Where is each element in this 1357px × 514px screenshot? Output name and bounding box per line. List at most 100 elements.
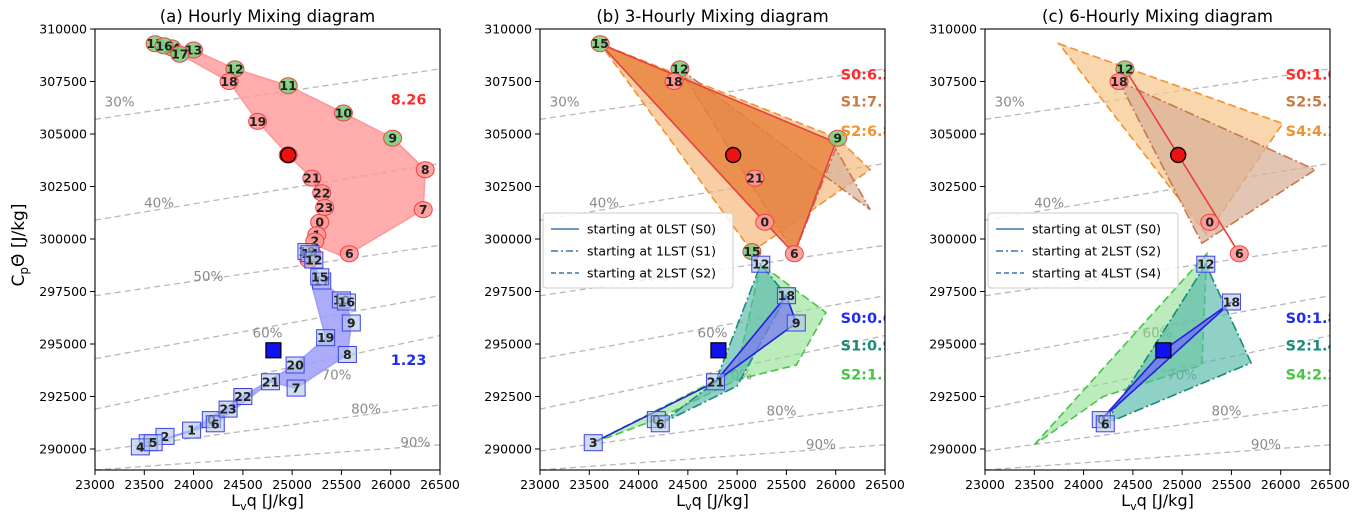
x-tick-label: 26500	[420, 477, 460, 492]
point-label: 16	[155, 38, 173, 53]
point-marker	[143, 434, 163, 452]
point-label: 17	[171, 47, 188, 62]
rh-line	[985, 404, 1330, 452]
x-axis-label: Lvq [J/kg]	[1121, 491, 1194, 513]
rh-line	[540, 444, 885, 470]
y-tick-label: 292500	[39, 389, 87, 404]
point-marker	[337, 346, 357, 363]
point-label: 8	[343, 347, 352, 362]
point-marker	[415, 161, 435, 179]
entrainment-point: 20	[285, 356, 305, 374]
rh-line	[95, 295, 440, 360]
mean-surface-marker	[1169, 146, 1187, 164]
point-marker	[341, 314, 361, 332]
point-marker	[1109, 73, 1129, 90]
point-label: 15	[591, 36, 608, 51]
point-label: 9	[833, 131, 842, 146]
x-axis-label: Lvq [J/kg]	[231, 491, 304, 513]
surface-point: 6	[784, 245, 804, 263]
y-tick-label: 292500	[929, 389, 977, 404]
point-marker	[786, 314, 806, 332]
rh-line	[540, 404, 885, 452]
point-marker	[751, 255, 771, 273]
surface-point: 6	[1229, 245, 1249, 263]
rh-line	[95, 404, 440, 452]
point-label: 6	[656, 416, 665, 431]
y-tick-label: 305000	[929, 127, 977, 142]
y-tick-label: 297500	[484, 284, 532, 299]
x-tick-label: 25500	[767, 477, 807, 492]
x-tick-label: 25000	[1162, 477, 1202, 492]
point-label: 1	[187, 423, 196, 438]
area-annotation: S4:2.26	[1286, 368, 1348, 384]
area-annotation: S0:0.62	[841, 311, 903, 327]
entrainment-point: 6	[1095, 415, 1115, 433]
y-tick-label: 290000	[484, 442, 532, 457]
point-marker	[828, 129, 848, 147]
point-label: 20	[286, 358, 304, 373]
point-marker	[304, 251, 324, 269]
point-label: 4	[136, 439, 145, 454]
point-label: 5	[149, 435, 158, 450]
surface-point: 22	[312, 184, 332, 202]
plot-area: 30%40%50%60%70%80%90%0123456789101112131…	[95, 35, 440, 470]
rh-label: 30%	[105, 95, 135, 111]
y-tick-label: 300000	[484, 232, 532, 247]
entrainment-point: 12	[751, 255, 771, 273]
rh-line	[95, 444, 440, 470]
surface-point: 18	[664, 73, 684, 90]
y-tick-label: 302500	[929, 179, 977, 194]
panel-title: (c) 6-Hourly Mixing diagram	[1042, 7, 1273, 26]
axes-frame	[94, 28, 441, 471]
x-tick-label: 23500	[1014, 477, 1054, 492]
entrainment-point: 3	[583, 434, 603, 452]
area-annotation: S0:1.09	[1286, 67, 1348, 83]
rh-label: 40%	[1034, 196, 1064, 212]
y-tick-label: 292500	[484, 389, 532, 404]
point-label: 21	[303, 171, 320, 186]
point-label: 6	[345, 246, 354, 261]
point-marker	[218, 400, 238, 418]
legend-label: starting at 0LST (S0)	[587, 222, 716, 237]
x-tick-label: 26000	[816, 477, 856, 492]
x-tick-label: 26500	[865, 477, 905, 492]
entrainment-point: 19	[316, 329, 336, 347]
rh-label: 40%	[144, 196, 174, 212]
rh-label: 90%	[806, 437, 836, 453]
y-tick-label: 300000	[39, 232, 87, 247]
surface-point: 9	[828, 129, 848, 147]
y-tick-label: 297500	[929, 284, 977, 299]
rh-label: 80%	[351, 401, 381, 417]
entrainment-point: 15	[310, 268, 330, 286]
y-tick-label: 307500	[484, 74, 532, 89]
point-marker	[776, 287, 796, 305]
area-annotation: S2:1.47	[1286, 338, 1348, 354]
x-tick-label: 25500	[1212, 477, 1252, 492]
point-label: 19	[249, 114, 266, 129]
y-tick-label: 295000	[484, 337, 532, 352]
axes-frame	[984, 28, 1331, 471]
rh-line	[95, 244, 440, 297]
rh-line	[95, 334, 440, 410]
point-marker	[219, 73, 239, 90]
legend: starting at 0LST (S0) starting at 1LST (S…	[542, 212, 734, 289]
point-marker	[170, 45, 190, 63]
point-label: 11	[279, 78, 296, 93]
point-marker	[333, 104, 353, 122]
point-marker	[1196, 255, 1216, 273]
point-marker	[302, 169, 322, 187]
point-label: 15	[311, 269, 328, 284]
legend-label: starting at 0LST (S0)	[1032, 222, 1161, 237]
point-marker	[1095, 415, 1115, 433]
y-tick-label: 307500	[929, 74, 977, 89]
x-tick-label: 25000	[272, 477, 312, 492]
legend-label: starting at 2LST (S2)	[1032, 244, 1161, 259]
point-marker	[310, 268, 330, 286]
surface-point: 9	[383, 129, 403, 147]
point-marker	[339, 245, 359, 263]
point-label: 7	[292, 381, 301, 396]
legend-box	[987, 212, 1179, 289]
y-tick-label: 295000	[39, 337, 87, 352]
y-tick-label: 295000	[929, 337, 977, 352]
point-label: 0	[315, 215, 324, 230]
